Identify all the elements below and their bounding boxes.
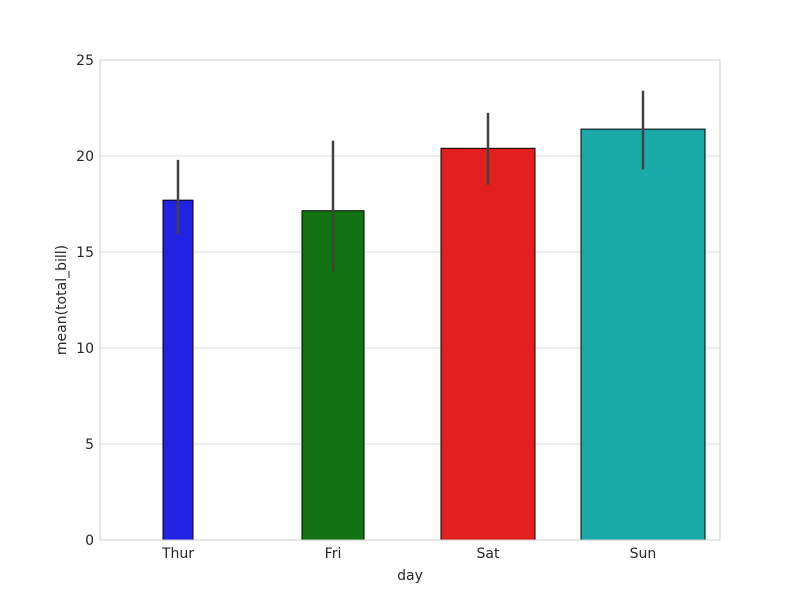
x-tick-label: Sat: [477, 546, 500, 562]
bar-thur: [162, 199, 194, 541]
x-tick-label: Thur: [161, 546, 194, 562]
x-tick-labels: Thur Fri Sat Sun: [161, 546, 656, 562]
y-tick-label: 5: [85, 437, 94, 453]
x-axis-label: day: [397, 568, 423, 584]
y-tick-label: 20: [76, 149, 94, 165]
error-bars: [176, 90, 645, 272]
y-tick-label: 25: [76, 53, 94, 69]
y-tick-label: 10: [76, 341, 94, 357]
y-tick-label: 15: [76, 245, 94, 261]
bar-sun: [580, 128, 706, 541]
plot-frame: [99, 59, 721, 541]
bars: [162, 128, 706, 541]
y-tick-labels: 0 5 10 15 20 25: [76, 53, 94, 549]
y-axis-label: mean(total_bill): [54, 245, 70, 355]
x-tick-label: Sun: [630, 546, 657, 562]
x-tick-label: Fri: [325, 546, 342, 562]
y-tick-label: 0: [85, 533, 94, 549]
bar-sat: [440, 147, 536, 541]
